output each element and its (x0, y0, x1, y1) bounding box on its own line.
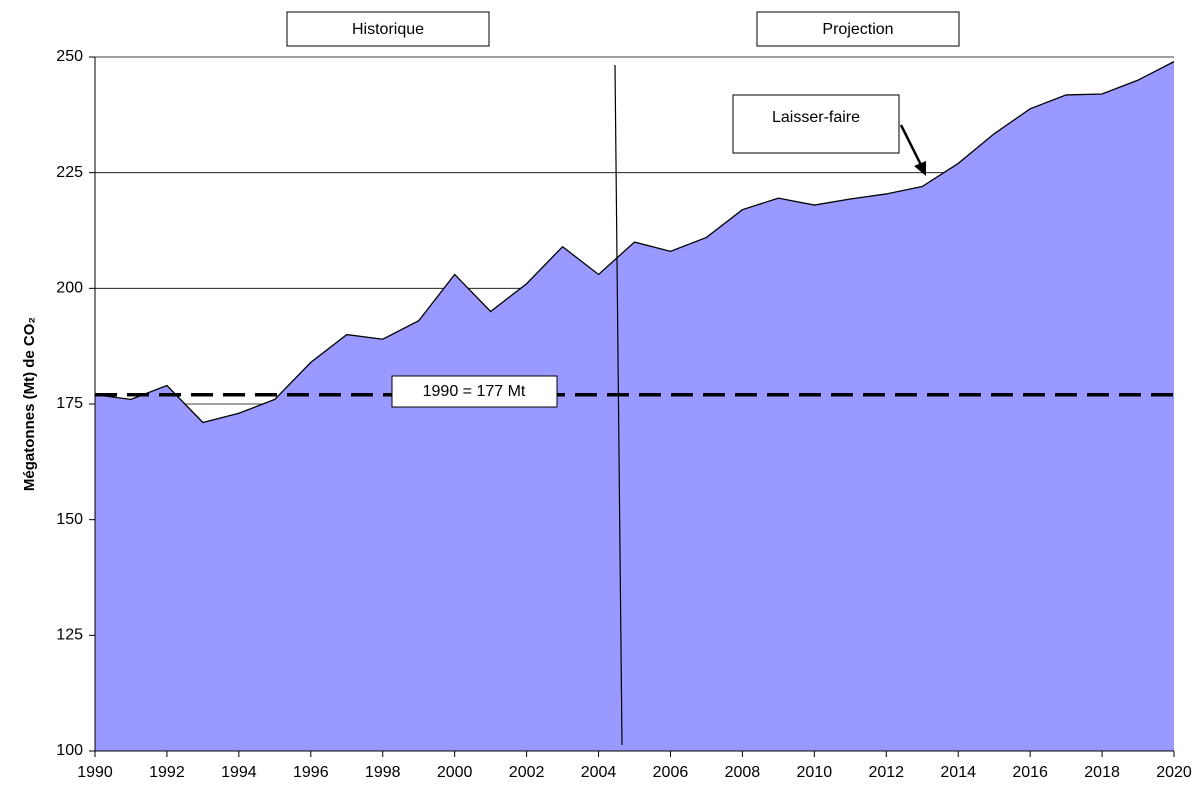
scenario-arrow (899, 124, 923, 166)
x-tick-label: 2000 (437, 764, 473, 781)
x-tick-label: 1996 (293, 764, 329, 781)
x-tick-label: 2006 (653, 764, 689, 781)
x-tick-label: 1994 (221, 764, 257, 781)
y-tick-label: 100 (56, 742, 83, 759)
period-divider (614, 64, 623, 746)
x-tick-label: 2012 (868, 764, 904, 781)
scenario-box (732, 94, 900, 154)
y-tick-label: 250 (56, 48, 83, 65)
area-outline (94, 61, 1175, 424)
x-tick-label: 2010 (797, 764, 833, 781)
historic-label: Historique (352, 21, 424, 38)
projection-box (756, 11, 960, 47)
x-tick-label: 2014 (940, 764, 976, 781)
x-tick-label: 2008 (725, 764, 761, 781)
y-tick-label: 200 (56, 280, 83, 297)
y-tick-label: 175 (56, 395, 83, 412)
x-tick-label: 2018 (1084, 764, 1120, 781)
y-tick-label: 225 (56, 164, 83, 181)
x-tick-label: 2016 (1012, 764, 1048, 781)
scenario-label: Laisser-faire (772, 109, 860, 126)
y-tick-label: 150 (56, 511, 83, 528)
x-tick-label: 2020 (1156, 764, 1192, 781)
area (95, 61, 1174, 752)
x-tick-label: 2002 (509, 764, 545, 781)
baseline-label: 1990 = 177 Mt (423, 383, 526, 400)
projection-label: Projection (822, 21, 893, 38)
x-tick-label: 1998 (365, 764, 401, 781)
x-tick-label: 2004 (581, 764, 617, 781)
mark-layer (94, 61, 1175, 752)
y-tick-label: 125 (56, 627, 83, 644)
x-tick-label: 1990 (77, 764, 113, 781)
y-axis-label: Mégatonnes (Mt) de CO₂ (21, 317, 38, 491)
historic-box (286, 11, 490, 47)
scenario-arrowhead (914, 161, 926, 176)
x-tick-label: 1992 (149, 764, 185, 781)
baseline-box (391, 375, 558, 408)
